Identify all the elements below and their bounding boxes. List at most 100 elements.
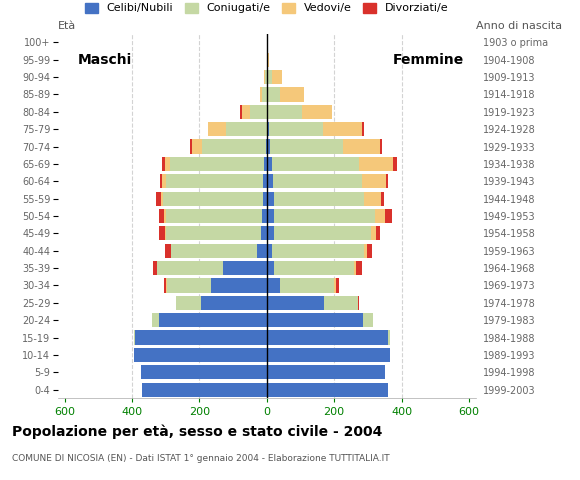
Bar: [160, 226, 165, 240]
Bar: [170, 157, 264, 171]
Bar: [267, 192, 274, 206]
Bar: [380, 139, 382, 154]
Bar: [302, 105, 332, 119]
Bar: [274, 226, 371, 240]
Bar: [386, 174, 389, 188]
Bar: [159, 209, 164, 223]
Bar: [267, 278, 280, 293]
Bar: [164, 278, 166, 293]
Bar: [360, 157, 393, 171]
Bar: [267, 122, 270, 136]
Bar: [269, 105, 302, 119]
Bar: [362, 174, 386, 188]
Bar: [280, 87, 304, 102]
Bar: [140, 365, 267, 380]
Bar: [270, 139, 343, 154]
Bar: [165, 157, 170, 171]
Bar: [164, 209, 166, 223]
Bar: [267, 157, 272, 171]
Bar: [171, 244, 257, 258]
Bar: [262, 87, 267, 102]
Bar: [324, 296, 358, 310]
Bar: [362, 313, 373, 327]
Text: Popolazione per età, sesso e stato civile - 2004: Popolazione per età, sesso e stato civil…: [12, 425, 382, 439]
Bar: [272, 244, 364, 258]
Bar: [267, 52, 268, 67]
Bar: [165, 244, 171, 258]
Bar: [176, 296, 201, 310]
Bar: [324, 122, 362, 136]
Bar: [165, 226, 166, 240]
Bar: [371, 226, 376, 240]
Bar: [166, 174, 263, 188]
Bar: [142, 383, 267, 397]
Bar: [240, 105, 241, 119]
Bar: [262, 209, 267, 223]
Bar: [269, 87, 280, 102]
Bar: [367, 244, 372, 258]
Bar: [270, 122, 324, 136]
Bar: [280, 278, 334, 293]
Bar: [267, 105, 269, 119]
Bar: [267, 226, 274, 240]
Bar: [267, 365, 385, 380]
Bar: [201, 296, 267, 310]
Bar: [381, 192, 384, 206]
Bar: [267, 244, 272, 258]
Bar: [134, 348, 267, 362]
Bar: [162, 157, 165, 171]
Bar: [166, 278, 168, 293]
Bar: [272, 157, 360, 171]
Bar: [393, 157, 397, 171]
Bar: [226, 122, 267, 136]
Bar: [343, 139, 380, 154]
Bar: [385, 209, 392, 223]
Bar: [257, 244, 267, 258]
Bar: [375, 209, 385, 223]
Bar: [265, 70, 267, 84]
Bar: [272, 70, 282, 84]
Bar: [192, 139, 202, 154]
Bar: [362, 122, 364, 136]
Bar: [263, 192, 267, 206]
Bar: [267, 313, 362, 327]
Bar: [157, 261, 223, 275]
Bar: [273, 174, 362, 188]
Bar: [267, 174, 273, 188]
Bar: [267, 70, 272, 84]
Bar: [261, 226, 267, 240]
Bar: [263, 174, 267, 188]
Bar: [267, 209, 274, 223]
Bar: [211, 278, 267, 293]
Bar: [241, 105, 250, 119]
Bar: [364, 192, 381, 206]
Bar: [267, 348, 390, 362]
Bar: [223, 261, 267, 275]
Legend: Celibi/Nubili, Coniugati/e, Vedovi/e, Divorziati/e: Celibi/Nubili, Coniugati/e, Vedovi/e, Di…: [85, 3, 449, 13]
Text: Età: Età: [58, 21, 76, 31]
Text: COMUNE DI NICOSIA (EN) - Dati ISTAT 1° gennaio 2004 - Elaborazione TUTTITALIA.IT: COMUNE DI NICOSIA (EN) - Dati ISTAT 1° g…: [12, 454, 389, 463]
Bar: [161, 192, 164, 206]
Text: Anno di nascita: Anno di nascita: [477, 21, 563, 31]
Bar: [267, 383, 388, 397]
Bar: [134, 330, 136, 345]
Bar: [168, 278, 211, 293]
Bar: [274, 209, 375, 223]
Bar: [250, 105, 267, 119]
Bar: [376, 226, 380, 240]
Bar: [166, 209, 262, 223]
Bar: [153, 313, 159, 327]
Bar: [268, 52, 270, 67]
Bar: [159, 313, 267, 327]
Text: Femmine: Femmine: [393, 53, 464, 67]
Bar: [160, 174, 162, 188]
Bar: [264, 157, 267, 171]
Bar: [162, 174, 166, 188]
Bar: [136, 330, 267, 345]
Bar: [364, 244, 367, 258]
Bar: [166, 226, 261, 240]
Bar: [155, 192, 161, 206]
Bar: [336, 278, 339, 293]
Bar: [267, 330, 388, 345]
Bar: [334, 278, 336, 293]
